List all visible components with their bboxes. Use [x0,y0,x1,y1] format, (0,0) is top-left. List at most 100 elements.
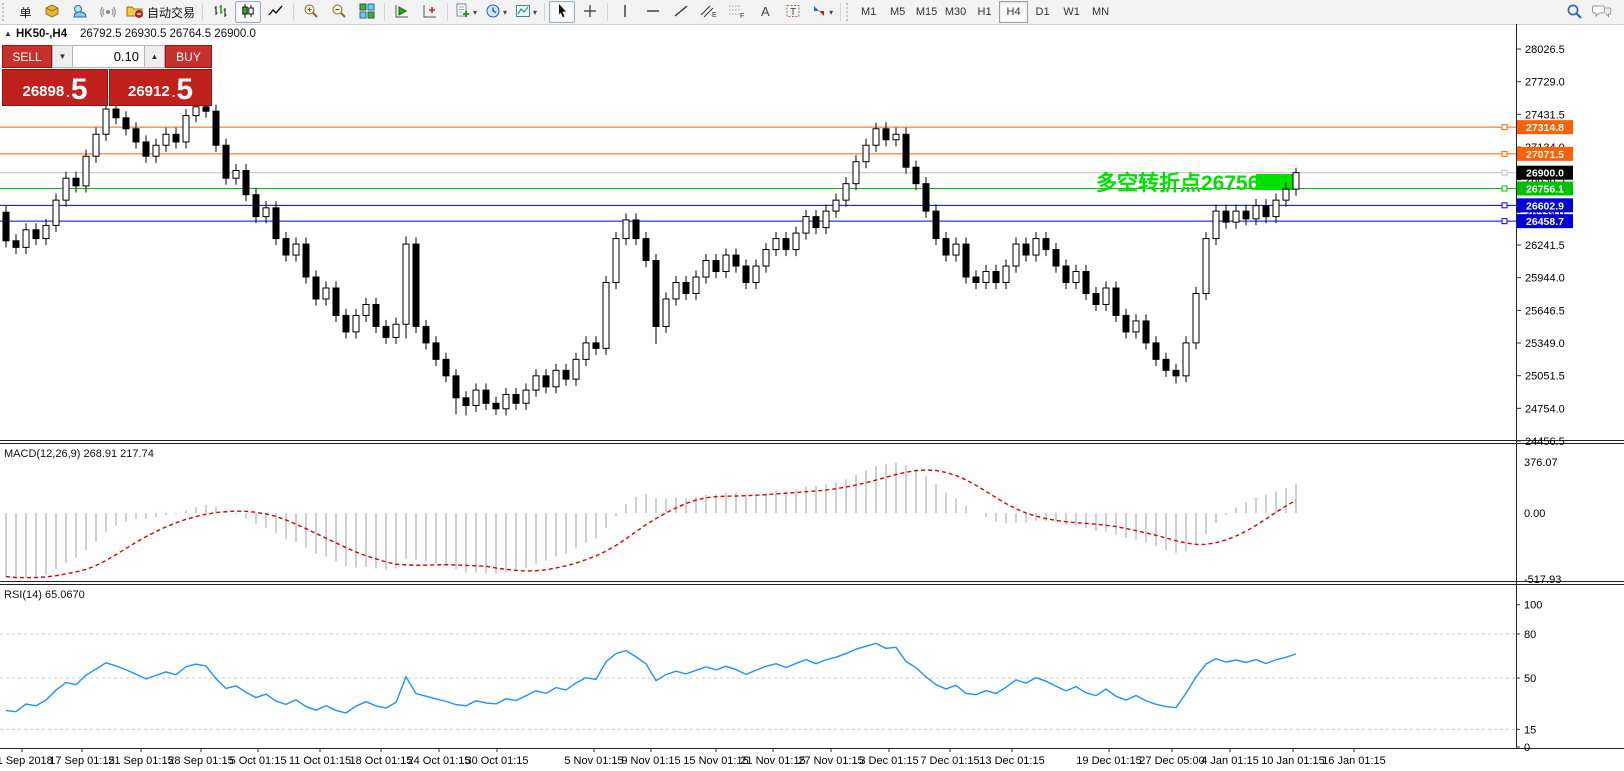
volume-down-button[interactable]: ▼ [52,45,73,68]
svg-text:24456.5: 24456.5 [1525,436,1565,448]
bar-chart-button[interactable] [207,1,233,23]
candle [432,342,440,360]
sell-price[interactable]: 26898 . 5 [2,69,108,106]
zoom-in-button[interactable] [298,1,324,23]
crosshair-button[interactable] [577,1,603,23]
candle [722,254,730,273]
periods-button[interactable]: ▾ [482,1,510,23]
trendline-button[interactable] [668,1,694,23]
candle [282,238,290,256]
line-handle[interactable] [1501,202,1508,209]
buy-price[interactable]: 26912 . 5 [109,69,212,106]
candle [782,238,790,251]
time-label: 17 Sep 01:15 [49,755,114,767]
zoom-out-button[interactable] [326,1,352,23]
timeframe-m15[interactable]: M15 [915,6,938,18]
collapse-icon[interactable]: ▲ [4,29,12,38]
chat-button[interactable] [1589,1,1615,23]
candle [1012,243,1020,267]
time-label: 5 Oct 01:15 [230,755,287,767]
line-handle[interactable] [1501,124,1508,131]
candle [1242,210,1250,220]
svg-text:F: F [740,13,744,19]
candle [62,177,70,201]
sell-button[interactable]: SELL [2,45,52,68]
buy-button[interactable]: BUY [165,45,212,68]
annotation-text[interactable]: 多空转折点26756 [1096,171,1259,195]
candle [162,133,170,146]
chart-canvas[interactable]: 28026.527729.027431.527134.026836.526539… [0,24,1624,771]
candle [612,238,620,284]
timeframe-h4[interactable]: H4 [999,1,1029,23]
candle [132,128,140,143]
line-handle[interactable] [1501,169,1508,176]
line-handle[interactable] [1501,185,1508,192]
candle [222,144,230,179]
time-label: 24 Oct 01:15 [408,755,471,767]
vertical-line-button[interactable] [612,1,638,23]
timeframe-m5[interactable]: M5 [889,6,906,18]
data-window-button[interactable] [67,1,93,23]
arrows-button[interactable]: ▾ [808,1,836,23]
connection-button[interactable] [95,1,121,23]
time-label: 11 Sep 2018 [0,755,53,767]
svg-text:T: T [790,7,796,18]
auto-scroll-button[interactable] [389,1,415,23]
candle [792,232,800,251]
autotrading-button[interactable]: 自动交易 [123,1,198,23]
candle [662,298,670,327]
candle [372,303,380,327]
channel-icon: E [700,3,718,21]
tile-windows-button[interactable] [354,1,380,23]
timeframe-m30[interactable]: M30 [944,6,967,18]
svg-text:28026.5: 28026.5 [1525,44,1565,56]
chart-shift-button[interactable] [417,1,443,23]
templates-button[interactable]: ▾ [512,1,540,23]
timeframe-m1[interactable]: M1 [860,6,877,18]
line-handle[interactable] [1501,150,1508,157]
timeframe-mn[interactable]: MN [1092,6,1110,18]
line-handle[interactable] [1501,218,1508,225]
main-toolbar: 单 自动交易 ▾ ▾ ▾ E F A T ▾ M1 M5 M15 M30 H1 H4 D1 W1 MN [0,0,1624,25]
text-label-button[interactable]: T [780,1,806,23]
hline-icon [645,3,661,21]
text-button[interactable]: A [752,1,778,23]
channel-button[interactable]: E [696,1,722,23]
indicators-button[interactable]: ▾ [452,1,480,23]
fibonacci-button[interactable]: F [724,1,750,23]
volume-up-button[interactable]: ▲ [144,45,165,68]
search-button[interactable] [1561,1,1587,23]
timeframe-h1[interactable]: H1 [977,6,992,18]
sell-price-main: 26898 [22,83,65,100]
sell-price-big: 5 [70,73,88,106]
candlestick-button[interactable] [235,1,262,23]
new-order-button[interactable]: 单 [19,5,32,20]
candle [292,243,300,256]
candle [182,115,190,143]
candle [1212,210,1220,240]
timeframe-w1[interactable]: W1 [1063,6,1080,18]
timeframe-d1[interactable]: D1 [1035,6,1050,18]
volume-input[interactable] [73,45,144,68]
highlight-box[interactable] [1256,174,1294,190]
trend-icon [673,3,689,21]
candle [1022,243,1030,256]
candle [1002,265,1010,284]
candle [1042,238,1050,251]
time-label: 11 Oct 01:15 [289,755,351,767]
cursor-button[interactable] [549,1,576,23]
candle [402,243,410,325]
svg-text:25349.0: 25349.0 [1525,338,1565,350]
horizontal-line-button[interactable] [640,1,666,23]
auto-scroll-icon [394,3,410,21]
line-chart-button[interactable] [263,1,289,23]
time-label: 15 Nov 01:15 [683,755,748,767]
text-icon: A [758,3,772,21]
candle [952,243,960,256]
zoom-out-icon [331,3,347,21]
market-watch-button[interactable] [39,1,65,23]
time-label: 28 Sep 01:15 [168,755,233,767]
candle [82,155,90,187]
